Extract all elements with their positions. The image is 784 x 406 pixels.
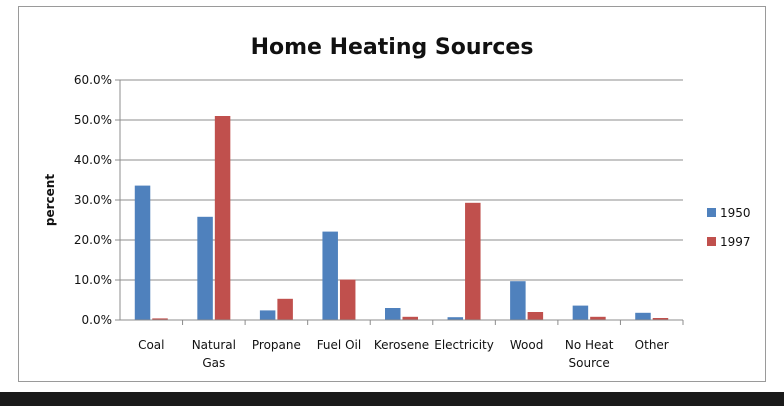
bar-1997-wood: [527, 312, 544, 320]
y-tick-label: 0.0%: [82, 313, 113, 327]
bar-1950-no-heat-source: [572, 305, 589, 320]
x-category-label: Coal: [138, 338, 164, 352]
chart-title: Home Heating Sources: [251, 35, 534, 60]
axes: [119, 80, 684, 325]
bar-1997-fuel-oil: [339, 279, 356, 320]
bar-1950-propane: [259, 310, 276, 320]
y-tick-label: 30.0%: [74, 193, 112, 207]
bar-1950-wood: [510, 281, 526, 320]
x-category-label: Other: [635, 338, 669, 352]
bar-1997-no-heat-source: [590, 316, 606, 320]
bar-1997-kerosene: [402, 316, 418, 320]
legend: 1950 1997: [707, 206, 751, 249]
x-category-label: Wood: [510, 338, 543, 352]
x-category-label: Natural Gas: [192, 338, 236, 370]
bar-1997-electricity: [465, 202, 481, 320]
legend-swatch-1950: [707, 208, 716, 217]
y-axis-label: percent: [43, 174, 57, 226]
legend-label-1950: 1950: [720, 206, 751, 220]
category-labels: Coal Natural Gas Propane Fuel Oil Kerosene Ele…: [138, 338, 669, 370]
bottom-strip: [0, 392, 784, 406]
bar-1950-natural-gas: [197, 216, 213, 320]
bar-1950-fuel-oil: [322, 231, 338, 320]
bar-1950-other: [635, 312, 651, 320]
bar-1997-natural-gas: [214, 116, 231, 320]
bar-1997-other: [652, 318, 669, 320]
legend-swatch-1997: [707, 237, 716, 246]
y-tick-label: 50.0%: [74, 113, 112, 127]
y-tick-label: 60.0%: [74, 73, 112, 87]
y-tick-label: 10.0%: [74, 273, 112, 287]
bars: [134, 116, 669, 320]
x-category-label: Electricity: [434, 338, 494, 352]
bar-1950-electricity: [447, 317, 464, 320]
bar-1950-kerosene: [385, 308, 401, 320]
x-category-label: Fuel Oil: [317, 338, 362, 352]
x-category-label: Kerosene: [374, 338, 429, 352]
x-category-label: No Heat Source: [565, 338, 614, 370]
y-tick-label: 40.0%: [74, 153, 112, 167]
y-tick-labels: 0.0% 10.0% 20.0% 30.0% 40.0% 50.0% 60.0%: [74, 73, 112, 327]
bar-1997-coal: [152, 318, 168, 320]
bar-1950-coal: [134, 185, 151, 320]
bar-1997-propane: [277, 298, 293, 320]
x-category-label: Propane: [252, 338, 301, 352]
legend-label-1997: 1997: [720, 235, 751, 249]
y-tick-label: 20.0%: [74, 233, 112, 247]
